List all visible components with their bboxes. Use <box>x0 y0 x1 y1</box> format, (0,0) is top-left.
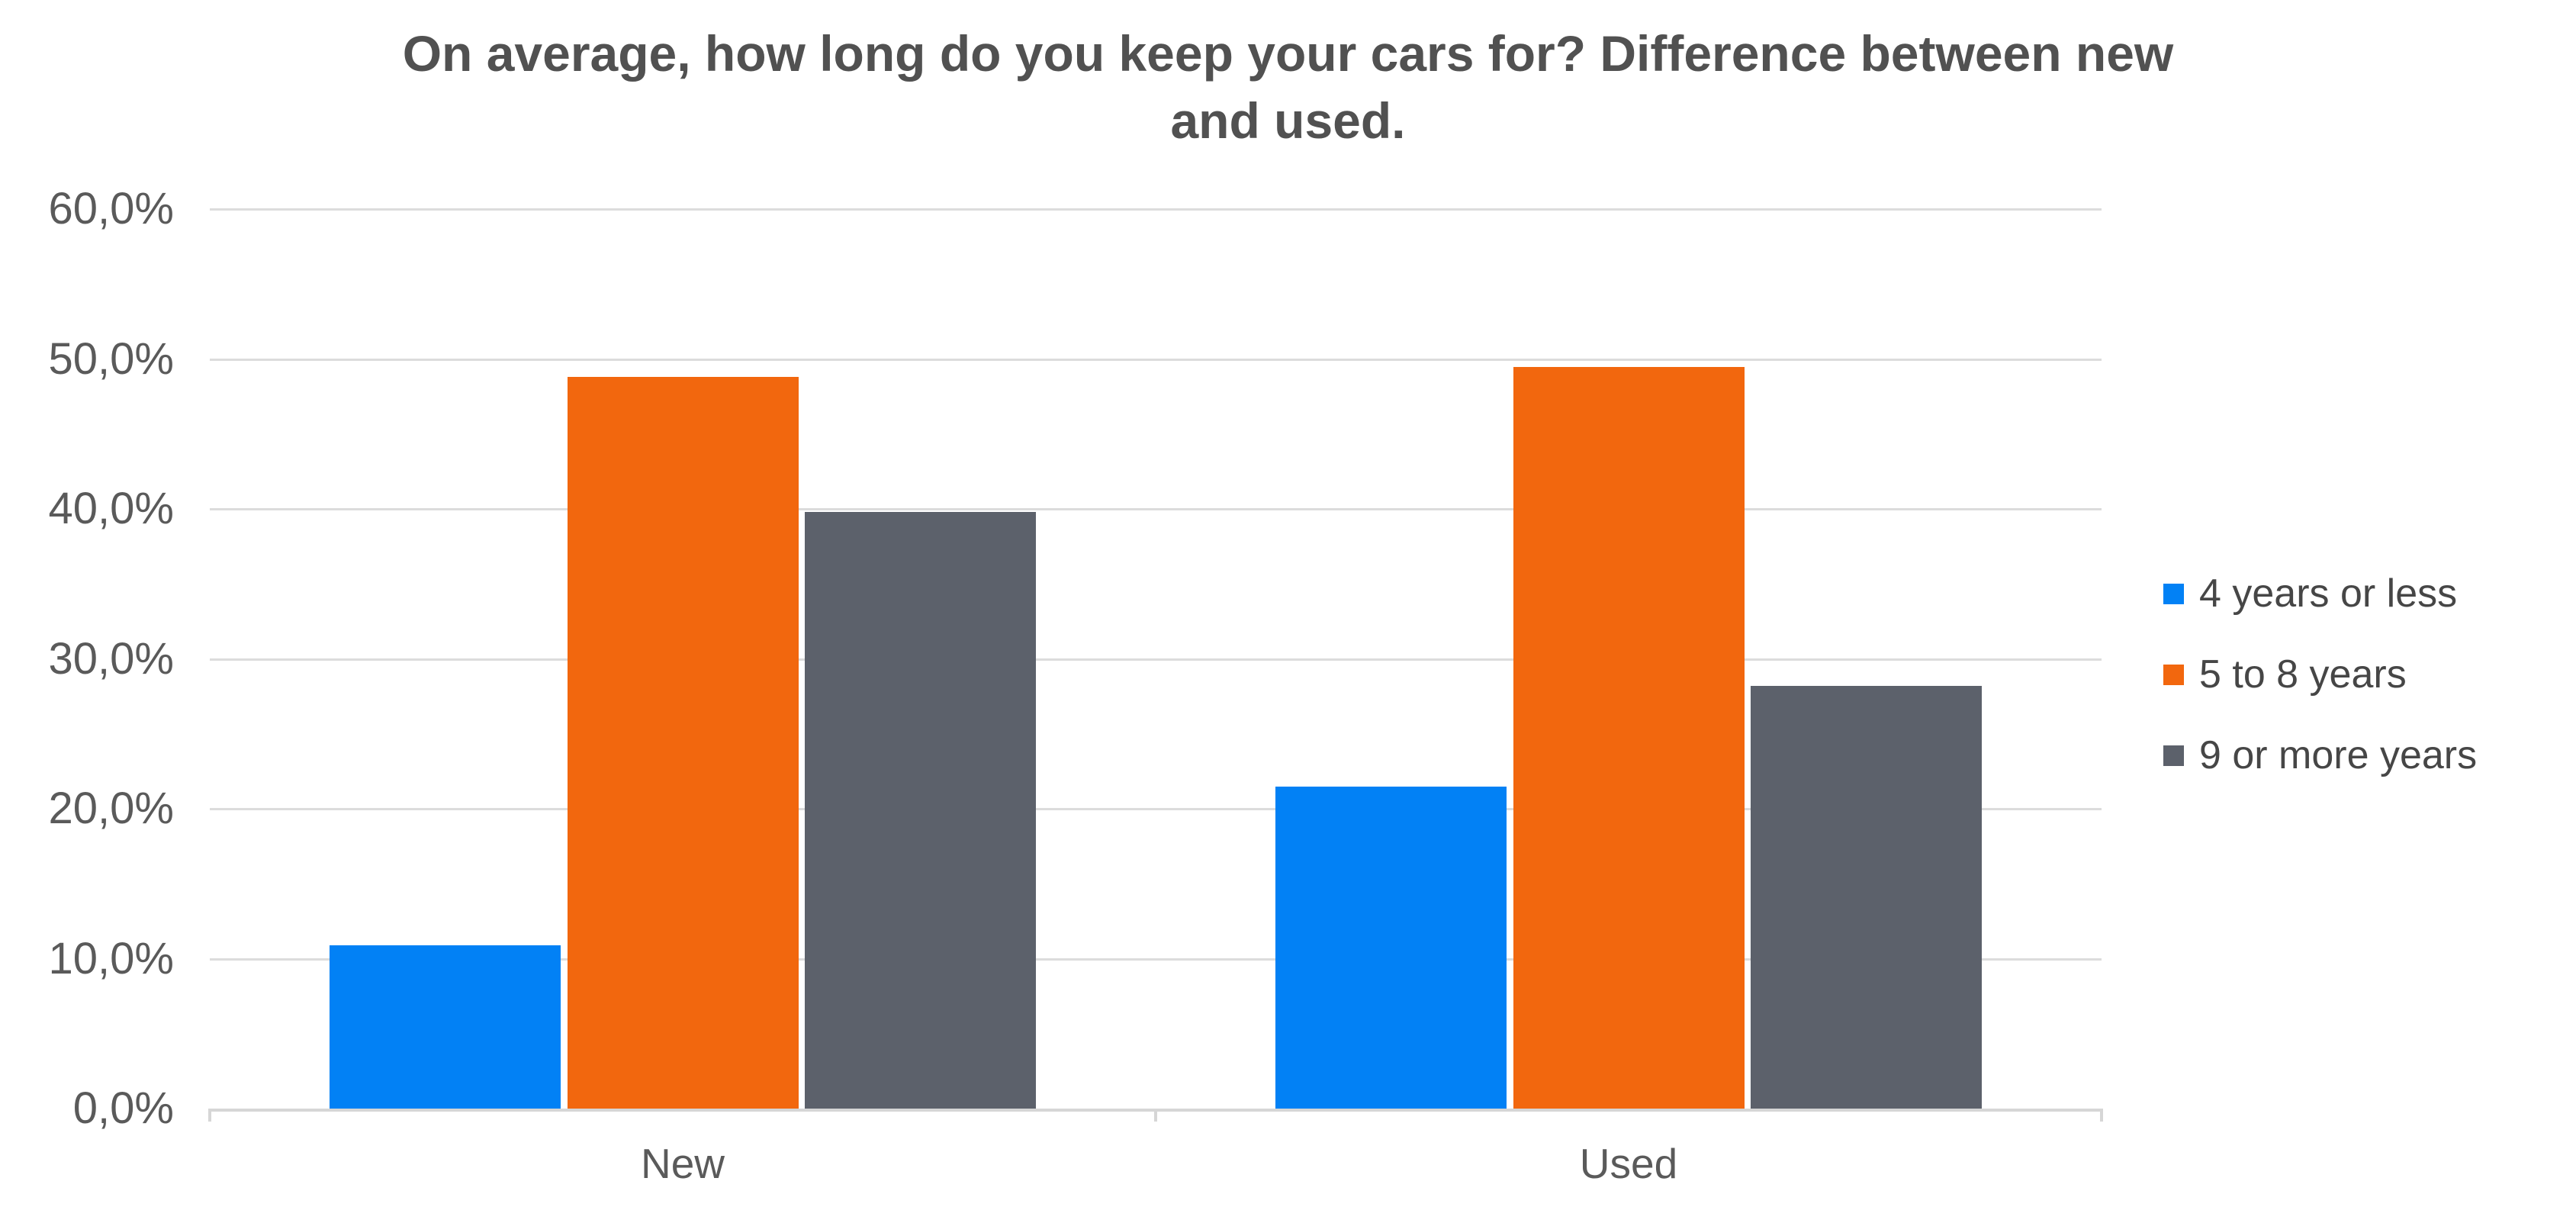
bar-4-years-or-less-used <box>1275 786 1507 1109</box>
legend-item: 5 to 8 years <box>2163 653 2477 696</box>
legend-label: 5 to 8 years <box>2199 652 2407 697</box>
y-axis-tick-label: 50,0% <box>48 333 174 384</box>
y-axis-tick-label: 30,0% <box>48 633 174 684</box>
legend-swatch <box>2163 745 2184 766</box>
legend-label: 4 years or less <box>2199 571 2458 616</box>
x-axis-tick <box>2100 1109 2103 1122</box>
x-axis-category-label: Used <box>1579 1140 1678 1187</box>
chart-title-line-1: On average, how long do you keep your ca… <box>402 25 2174 82</box>
legend-swatch <box>2163 664 2184 685</box>
legend-swatch <box>2163 583 2184 604</box>
y-axis-tick-label: 60,0% <box>48 184 174 234</box>
gridline <box>210 358 2102 361</box>
chart-title-line-2: and used. <box>1170 92 1406 149</box>
legend-label: 9 or more years <box>2199 733 2478 777</box>
legend: 4 years or less 5 to 8 years 9 or more yea… <box>2163 572 2477 777</box>
bar-9-or-more-years-used <box>1751 686 1982 1109</box>
bar-9-or-more-years-new <box>805 512 1036 1109</box>
y-axis-tick-label: 0,0% <box>72 1083 174 1133</box>
x-axis-tick <box>208 1109 211 1122</box>
legend-item: 9 or more years <box>2163 734 2477 777</box>
y-axis-tick-label: 40,0% <box>48 484 174 534</box>
y-axis-tick-label: 20,0% <box>48 784 174 834</box>
y-axis-tick-label: 10,0% <box>48 933 174 983</box>
gridline <box>210 508 2102 511</box>
legend-item: 4 years or less <box>2163 572 2477 615</box>
gridline <box>210 808 2102 811</box>
bar-4-years-or-less-new <box>330 945 561 1109</box>
bar-5-to-8-years-new <box>567 377 799 1109</box>
bar-5-to-8-years-used <box>1513 366 1745 1109</box>
chart-title: On average, how long do you keep your ca… <box>0 20 2576 154</box>
gridline <box>210 658 2102 661</box>
x-axis-tick <box>1154 1109 1157 1122</box>
gridline <box>210 208 2102 211</box>
gridline <box>210 958 2102 961</box>
x-axis-category-label: New <box>640 1140 725 1187</box>
